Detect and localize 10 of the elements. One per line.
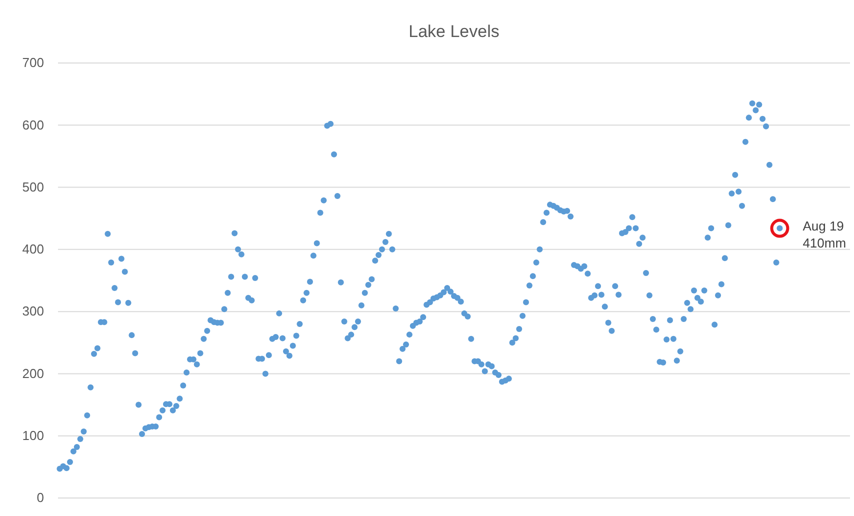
y-tick-label: 700: [22, 55, 44, 70]
y-tick-label: 500: [22, 179, 44, 194]
y-tick-label: 300: [22, 304, 44, 319]
y-tick-label: 200: [22, 366, 44, 381]
y-tick-label: 100: [22, 428, 44, 444]
chart-title: Lake Levels: [408, 22, 500, 41]
y-tick-label: 400: [22, 242, 44, 257]
y-tick-label: 0: [36, 490, 44, 506]
annotation: Aug 19 410mm: [802, 218, 846, 250]
y-tick-label: 600: [22, 117, 44, 132]
